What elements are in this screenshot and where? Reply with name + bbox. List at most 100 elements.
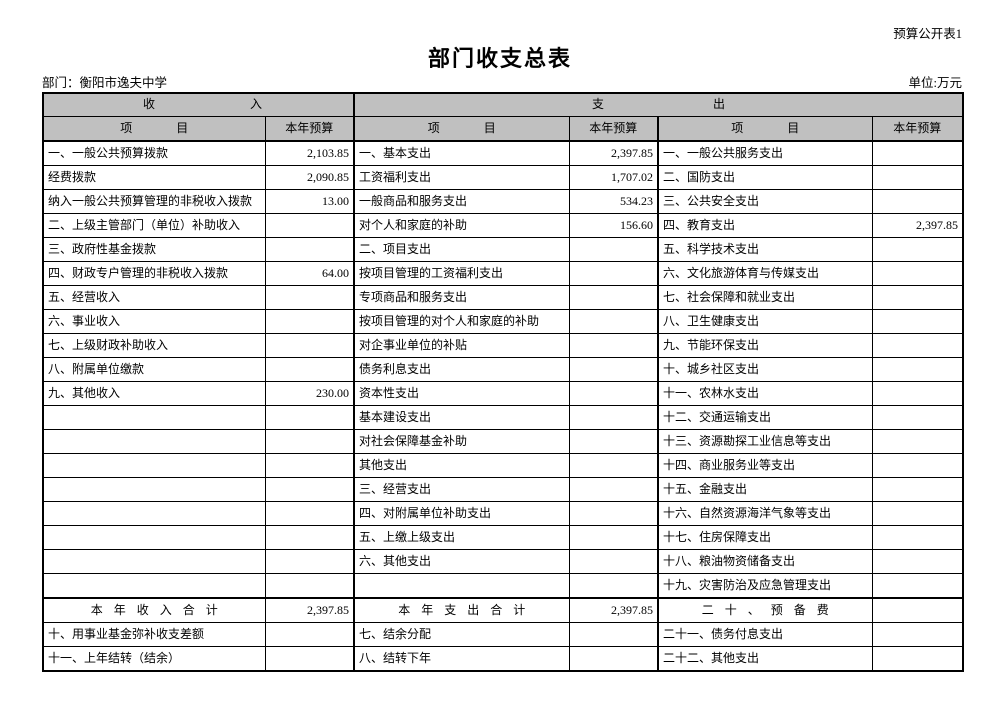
- item-cell: [353, 573, 570, 599]
- column-header-function-budget: 本年预算: [871, 116, 964, 142]
- item-cell: 按项目管理的对个人和家庭的补助: [353, 309, 570, 334]
- table-row: 五、经营收入 专项商品和服务支出 七、社会保障和就业支出: [42, 285, 964, 310]
- item-cell: 十八、粮油物资储备支出: [657, 549, 873, 574]
- table-row: 六、事业收入 按项目管理的对个人和家庭的补助 八、卫生健康支出: [42, 309, 964, 334]
- value-cell: 2,397.85: [871, 213, 964, 238]
- value-cell: [568, 501, 659, 526]
- item-cell: 二、项目支出: [353, 237, 570, 262]
- value-cell: [871, 646, 964, 672]
- value-cell: [871, 622, 964, 647]
- item-cell: 十六、自然资源海洋气象等支出: [657, 501, 873, 526]
- table-row: 十、用事业基金弥补收支差额 七、结余分配 二十一、债务付息支出: [42, 622, 964, 647]
- value-cell: 1,707.02: [568, 165, 659, 190]
- item-cell: 十一、农林水支出: [657, 381, 873, 406]
- value-cell: 2,397.85: [568, 140, 659, 166]
- table-row: 八、附属单位缴款 债务利息支出 十、城乡社区支出: [42, 357, 964, 382]
- item-cell: 本年支出合计: [353, 597, 570, 623]
- item-cell: 四、对附属单位补助支出: [353, 501, 570, 526]
- item-cell: 十四、商业服务业等支出: [657, 453, 873, 478]
- value-cell: [871, 237, 964, 262]
- table-row: 十一、上年结转（结余） 八、结转下年 二十二、其他支出: [42, 646, 964, 672]
- item-cell: 三、公共安全支出: [657, 189, 873, 214]
- value-cell: [871, 525, 964, 550]
- column-header-expend-item: 项目: [353, 116, 570, 142]
- value-cell: [871, 285, 964, 310]
- value-cell: 534.23: [568, 189, 659, 214]
- value-cell: 230.00: [264, 381, 355, 406]
- item-cell: 十、城乡社区支出: [657, 357, 873, 382]
- column-header-income-item: 项目: [42, 116, 266, 142]
- value-cell: [871, 140, 964, 166]
- item-cell: 九、节能环保支出: [657, 333, 873, 358]
- item-cell: 十三、资源勘探工业信息等支出: [657, 429, 873, 454]
- table-row: 其他支出 十四、商业服务业等支出: [42, 453, 964, 478]
- value-cell: 2,103.85: [264, 140, 355, 166]
- item-cell: 六、其他支出: [353, 549, 570, 574]
- table-row: 九、其他收入 230.00 资本性支出 十一、农林水支出: [42, 381, 964, 406]
- value-cell: 2,397.85: [264, 597, 355, 623]
- table-row: 六、其他支出 十八、粮油物资储备支出: [42, 549, 964, 574]
- value-cell: [871, 453, 964, 478]
- value-cell: [264, 549, 355, 574]
- item-cell: [42, 477, 266, 502]
- value-cell: [568, 429, 659, 454]
- value-cell: [871, 261, 964, 286]
- item-cell: 二十、预备费: [657, 597, 873, 623]
- table-body: 一、一般公共预算拨款 2,103.85 一、基本支出 2,397.85 一、一般公共服务…: [42, 140, 964, 672]
- item-cell: 五、经营收入: [42, 285, 266, 310]
- value-cell: [264, 285, 355, 310]
- table-row: 十九、灾害防治及应急管理支出: [42, 573, 964, 599]
- column-header-expend-budget: 本年预算: [568, 116, 659, 142]
- value-cell: [264, 646, 355, 672]
- value-cell: [871, 189, 964, 214]
- item-cell: [42, 453, 266, 478]
- item-cell: 六、文化旅游体育与传媒支出: [657, 261, 873, 286]
- income-section-header: 收入: [42, 92, 355, 117]
- value-cell: [568, 357, 659, 382]
- item-cell: 纳入一般公共预算管理的非税收入拨款: [42, 189, 266, 214]
- table-row: 四、财政专户管理的非税收入拨款 64.00 按项目管理的工资福利支出 六、文化旅游体育…: [42, 261, 964, 286]
- item-cell: 九、其他收入: [42, 381, 266, 406]
- column-header-income-budget: 本年预算: [264, 116, 355, 142]
- table-header: 收入 支出 项目 本年预算 项目 本年预算 项目 本年预算: [42, 92, 964, 142]
- budget-summary-table: 收入 支出 项目 本年预算 项目 本年预算 项目 本年预算 一、一般公共预算拨款…: [42, 92, 965, 672]
- value-cell: [871, 309, 964, 334]
- item-cell: 五、上缴上级支出: [353, 525, 570, 550]
- value-cell: [568, 477, 659, 502]
- value-cell: [871, 405, 964, 430]
- value-cell: [568, 622, 659, 647]
- item-cell: 八、卫生健康支出: [657, 309, 873, 334]
- page-title: 部门收支总表: [427, 46, 572, 71]
- item-cell: 十七、住房保障支出: [657, 525, 873, 550]
- item-cell: 基本建设支出: [353, 405, 570, 430]
- item-cell: 对个人和家庭的补助: [353, 213, 570, 238]
- value-cell: [264, 525, 355, 550]
- table-row: 七、上级财政补助收入 对企事业单位的补贴 九、节能环保支出: [42, 333, 964, 358]
- value-cell: [871, 573, 964, 599]
- item-cell: 资本性支出: [353, 381, 570, 406]
- item-cell: 十五、金融支出: [657, 477, 873, 502]
- value-cell: [871, 477, 964, 502]
- table-row: 三、经营支出 十五、金融支出: [42, 477, 964, 502]
- table-row: 经费拨款 2,090.85 工资福利支出 1,707.02 二、国防支出: [42, 165, 964, 190]
- item-cell: 一般商品和服务支出: [353, 189, 570, 214]
- item-cell: 十一、上年结转（结余）: [42, 646, 266, 672]
- item-cell: [42, 573, 266, 599]
- value-cell: 2,090.85: [264, 165, 355, 190]
- item-cell: 二十二、其他支出: [657, 646, 873, 672]
- item-cell: 其他支出: [353, 453, 570, 478]
- item-cell: 三、政府性基金拨款: [42, 237, 266, 262]
- value-cell: [264, 213, 355, 238]
- item-cell: 二十一、债务付息支出: [657, 622, 873, 647]
- value-cell: [264, 333, 355, 358]
- table-row: 二、上级主管部门（单位）补助收入 对个人和家庭的补助 156.60 四、教育支出 2,3…: [42, 213, 964, 238]
- item-cell: [42, 501, 266, 526]
- item-cell: 四、财政专户管理的非税收入拨款: [42, 261, 266, 286]
- value-cell: [871, 165, 964, 190]
- unit-label: 单位:万元: [908, 76, 962, 90]
- item-cell: 三、经营支出: [353, 477, 570, 502]
- value-cell: [264, 309, 355, 334]
- item-cell: 八、附属单位缴款: [42, 357, 266, 382]
- sheet-number-label: 预算公开表1: [893, 27, 962, 41]
